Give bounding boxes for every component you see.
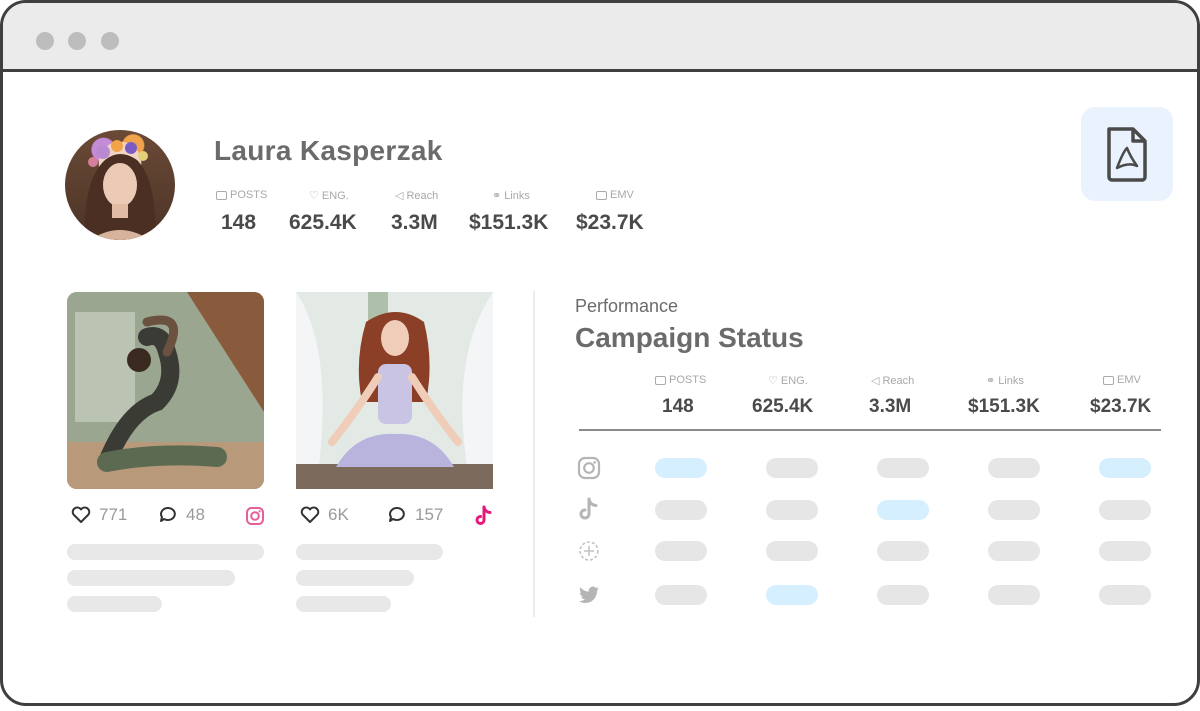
post-image-yoga-pose[interactable] — [67, 292, 264, 489]
link-icon: ⚭ — [986, 375, 996, 387]
campaign-status-title: Campaign Status — [575, 322, 804, 353]
instagram-icon — [577, 456, 601, 480]
avatar — [65, 130, 175, 240]
status-pill — [655, 585, 707, 605]
posts-icon — [655, 375, 666, 385]
post-image-meditation[interactable] — [296, 292, 493, 489]
influencer-name: Laura Kasperzak — [214, 135, 443, 166]
campaign-links-value: $151.3K — [968, 396, 1040, 417]
status-pill — [877, 541, 929, 561]
heart-icon: ♡ — [309, 190, 319, 202]
status-pill — [1099, 541, 1151, 561]
status-pill — [877, 458, 929, 478]
status-pill — [766, 458, 818, 478]
skeleton-line — [296, 596, 391, 612]
campaign-eng-value: 625.4K — [752, 396, 814, 417]
emv-icon — [596, 190, 607, 200]
megaphone-icon: ◁ — [871, 375, 880, 387]
heart-icon[interactable] — [71, 506, 91, 524]
campaign-eng-label: ♡ ENG. — [768, 374, 808, 388]
link-icon: ⚭ — [492, 190, 502, 202]
pdf-file-icon — [1107, 127, 1147, 182]
skeleton-line — [296, 544, 443, 560]
status-pill — [988, 541, 1040, 561]
campaign-posts-label: POSTS — [655, 374, 706, 386]
stat-eng-label: ♡ ENG. — [309, 189, 349, 203]
campaign-posts-value: 148 — [662, 396, 694, 417]
circle-plus-icon — [579, 541, 599, 561]
skeleton-line — [67, 544, 264, 560]
performance-label: Performance — [575, 296, 679, 316]
stat-links-value: $151.3K — [469, 211, 549, 234]
status-pill — [655, 458, 707, 478]
post-2-likes: 6K — [328, 505, 349, 524]
comment-icon[interactable] — [388, 506, 407, 524]
heart-icon[interactable] — [300, 506, 320, 524]
status-pill — [1099, 500, 1151, 520]
status-pill — [988, 585, 1040, 605]
post-2-comments-group: 157 — [388, 505, 443, 525]
post-1-comments-group: 48 — [159, 505, 205, 525]
instagram-icon — [246, 507, 264, 525]
post-1-meta: 771 — [71, 505, 127, 525]
status-pill — [988, 500, 1040, 520]
tiktok-icon — [475, 505, 492, 525]
window-dot-close[interactable] — [36, 32, 54, 50]
status-pill — [766, 500, 818, 520]
stat-emv-value: $23.7K — [576, 211, 644, 234]
status-pill — [766, 585, 818, 605]
heart-icon: ♡ — [768, 375, 778, 387]
title-bar — [3, 3, 1197, 72]
campaign-reach-label: ◁ Reach — [871, 374, 915, 388]
campaign-header-rule — [579, 429, 1161, 431]
status-pill — [766, 541, 818, 561]
tiktok-icon — [579, 497, 598, 520]
twitter-icon — [579, 586, 599, 603]
comment-icon[interactable] — [159, 506, 178, 524]
posts-icon — [216, 190, 227, 200]
stat-posts-value: 148 — [221, 211, 257, 234]
status-pill — [655, 541, 707, 561]
stat-emv-label: EMV — [596, 189, 634, 201]
campaign-emv-value: $23.7K — [1090, 396, 1152, 417]
campaign-reach-value: 3.3M — [869, 396, 912, 417]
status-pill — [877, 500, 929, 520]
campaign-emv-label: EMV — [1103, 374, 1141, 386]
emv-icon — [1103, 375, 1114, 385]
stat-reach-label: ◁ Reach — [395, 189, 439, 203]
section-divider — [533, 291, 535, 617]
status-pill — [877, 585, 929, 605]
post-1-comments: 48 — [186, 505, 205, 524]
skeleton-line — [296, 570, 414, 586]
post-2-comments: 157 — [415, 505, 444, 524]
megaphone-icon: ◁ — [395, 190, 404, 202]
skeleton-line — [67, 570, 235, 586]
stat-posts-label: POSTS — [216, 189, 267, 201]
stat-reach-value: 3.3M — [391, 211, 438, 234]
campaign-links-label: ⚭ Links — [986, 374, 1024, 388]
window-dot-minimize[interactable] — [68, 32, 86, 50]
window-dot-maximize[interactable] — [101, 32, 119, 50]
stat-links-label: ⚭ Links — [492, 189, 530, 203]
status-pill — [1099, 585, 1151, 605]
status-pill — [655, 500, 707, 520]
pdf-export-button[interactable] — [1081, 107, 1173, 201]
post-1-likes: 771 — [99, 505, 128, 524]
stat-eng-value: 625.4K — [289, 211, 357, 234]
post-2-meta: 6K — [300, 505, 349, 525]
status-pill — [988, 458, 1040, 478]
status-pill — [1099, 458, 1151, 478]
skeleton-line — [67, 596, 162, 612]
